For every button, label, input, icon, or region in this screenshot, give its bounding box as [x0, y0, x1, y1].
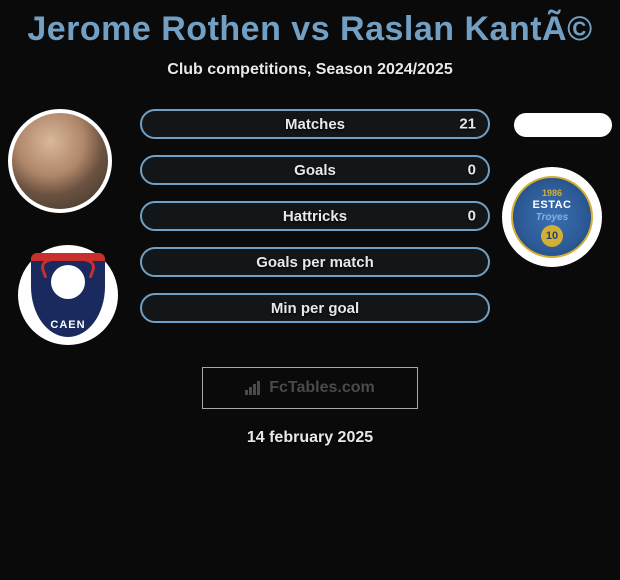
club-left-badge: CAEN	[18, 245, 118, 345]
player-left-avatar	[8, 109, 112, 213]
stat-right-value: 0	[468, 208, 476, 225]
stat-bar: Goals per match	[140, 247, 490, 277]
stat-label: Goals	[294, 162, 336, 179]
subtitle: Club competitions, Season 2024/2025	[0, 61, 620, 79]
stat-bar: Goals 0	[140, 155, 490, 185]
comparison-panel: CAEN 1986 ESTAC Troyes 10 Matches 21 Goa…	[0, 109, 620, 369]
page-title: Jerome Rothen vs Raslan KantÃ©	[0, 0, 620, 49]
watermark-text: FcTables.com	[269, 379, 375, 397]
stat-right-value: 0	[468, 162, 476, 179]
stat-bars: Matches 21 Goals 0 Hattricks 0 Goals per…	[140, 109, 490, 323]
club-right-estac: ESTAC	[533, 199, 572, 211]
club-left-label: CAEN	[50, 319, 85, 331]
player-right-avatar	[514, 113, 612, 137]
stat-right-value: 21	[459, 116, 476, 133]
caen-head-icon	[51, 265, 85, 299]
club-right-badge: 1986 ESTAC Troyes 10	[502, 167, 602, 267]
club-right-number: 10	[541, 225, 563, 247]
bar-chart-icon	[245, 381, 265, 395]
stat-bar: Matches 21	[140, 109, 490, 139]
club-right-year: 1986	[542, 188, 562, 198]
stat-bar: Hattricks 0	[140, 201, 490, 231]
player-left-block	[8, 109, 112, 213]
date-label: 14 february 2025	[0, 429, 620, 447]
stat-label: Matches	[285, 116, 345, 133]
club-right-name: Troyes	[536, 212, 569, 223]
watermark[interactable]: FcTables.com	[202, 367, 418, 409]
stat-label: Min per goal	[271, 300, 359, 317]
player-right-block	[514, 109, 612, 137]
stat-bar: Min per goal	[140, 293, 490, 323]
stat-label: Hattricks	[283, 208, 347, 225]
stat-label: Goals per match	[256, 254, 374, 271]
